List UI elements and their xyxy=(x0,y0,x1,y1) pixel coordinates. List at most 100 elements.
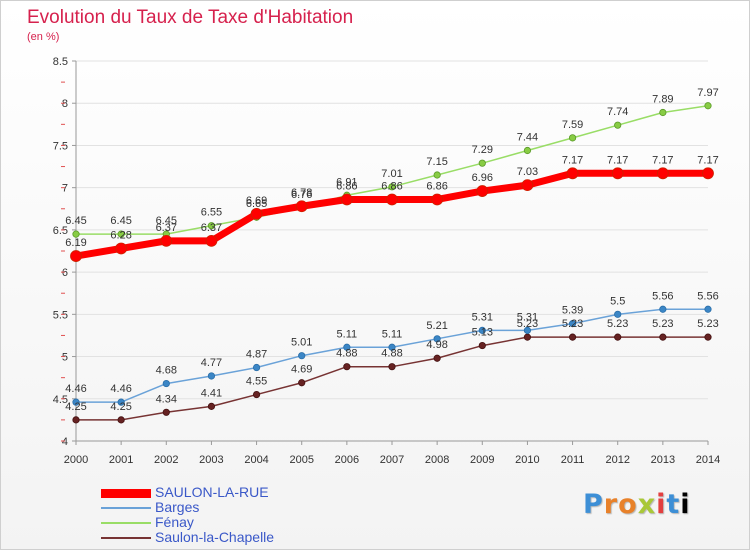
data-point xyxy=(388,183,396,191)
y-tick-label: 8.5 xyxy=(53,56,68,68)
data-point xyxy=(388,363,396,371)
legend-label: Fénay xyxy=(155,514,194,530)
data-label: 5.23 xyxy=(517,318,538,330)
data-label: 4.25 xyxy=(110,401,131,413)
data-label: 7.29 xyxy=(472,144,493,156)
legend-swatch xyxy=(101,537,151,539)
data-label: 6.96 xyxy=(472,172,493,184)
y-tick-label: 5.5 xyxy=(53,309,68,321)
data-label: 5.31 xyxy=(472,311,493,323)
x-tick-label: 2010 xyxy=(515,454,539,466)
data-point xyxy=(478,326,486,334)
legend-swatch xyxy=(101,488,151,498)
data-label: 6.65 xyxy=(246,198,267,210)
data-point xyxy=(117,230,125,238)
legend-label: SAULON-LA-RUE xyxy=(155,484,269,500)
data-point xyxy=(72,398,80,406)
data-label: 6.37 xyxy=(201,222,222,234)
data-label: 5.56 xyxy=(652,290,673,302)
data-label: 6.28 xyxy=(110,229,131,241)
data-label: 7.17 xyxy=(697,154,718,166)
data-label: 7.03 xyxy=(517,166,538,178)
data-label: 4.41 xyxy=(201,387,222,399)
data-point xyxy=(568,134,577,142)
legend-item: Barges xyxy=(101,500,361,515)
legend-item: SAULON-LA-RUE xyxy=(101,485,361,500)
data-point xyxy=(704,333,712,341)
x-tick-label: 2002 xyxy=(154,454,178,466)
data-label: 4.25 xyxy=(65,401,86,413)
data-point xyxy=(568,320,577,328)
data-point xyxy=(478,159,486,167)
data-point xyxy=(614,310,622,318)
data-point xyxy=(70,250,82,262)
legend-item: Saulon-la-Chapelle xyxy=(101,530,361,545)
data-label: 4.87 xyxy=(246,349,267,361)
data-point xyxy=(298,379,306,387)
series-barges xyxy=(72,305,712,406)
data-label: 5.23 xyxy=(652,318,673,330)
data-point xyxy=(250,207,263,220)
data-point xyxy=(117,398,125,406)
data-point xyxy=(611,167,624,180)
data-label: 7.44 xyxy=(517,132,538,144)
proxiti-logo: Proxiti xyxy=(583,489,691,520)
data-point xyxy=(659,333,667,341)
data-label: 4.55 xyxy=(246,376,267,388)
y-tick-label: 6.5 xyxy=(53,225,68,237)
data-point xyxy=(162,408,170,416)
y-tick-label: 8 xyxy=(62,98,68,110)
data-point xyxy=(115,242,128,255)
data-label: 4.88 xyxy=(381,348,402,360)
data-label: 6.86 xyxy=(381,180,402,192)
data-label: 6.86 xyxy=(426,180,447,192)
x-tick-label: 2007 xyxy=(380,454,404,466)
data-label: 6.91 xyxy=(336,176,357,188)
data-label: 6.78 xyxy=(291,187,312,199)
x-tick-label: 2000 xyxy=(64,454,88,466)
data-label: 6.45 xyxy=(110,215,131,227)
data-label: 7.15 xyxy=(426,156,447,168)
data-point xyxy=(433,171,441,179)
data-label: 4.88 xyxy=(336,348,357,360)
legend-swatch xyxy=(101,522,151,524)
x-tick-label: 2012 xyxy=(605,454,629,466)
data-point xyxy=(295,200,308,213)
data-point xyxy=(72,416,80,424)
data-point xyxy=(162,379,170,388)
data-label: 6.37 xyxy=(156,222,177,234)
data-label: 5.23 xyxy=(607,318,628,330)
y-tick-label: 6 xyxy=(62,267,68,279)
data-label: 7.17 xyxy=(562,154,583,166)
data-label: 7.97 xyxy=(697,87,718,99)
chart-unit: (en %) xyxy=(27,31,60,43)
data-label: 7.89 xyxy=(652,94,673,106)
data-point xyxy=(343,343,351,351)
x-tick-label: 2008 xyxy=(425,454,449,466)
data-label: 5.23 xyxy=(697,318,718,330)
data-point xyxy=(343,363,351,371)
data-point xyxy=(160,234,173,247)
data-point xyxy=(568,333,577,341)
data-point xyxy=(431,193,444,206)
data-point xyxy=(659,305,667,313)
x-tick-label: 2006 xyxy=(335,454,359,466)
data-label: 5.11 xyxy=(382,328,403,340)
data-label: 4.34 xyxy=(156,393,177,405)
data-label: 4.68 xyxy=(156,365,177,377)
data-label: 5.5 xyxy=(610,295,625,307)
legend-swatch xyxy=(101,507,151,509)
data-point xyxy=(478,341,486,350)
data-point xyxy=(388,343,396,351)
data-point xyxy=(340,193,353,206)
data-label: 6.45 xyxy=(156,215,177,227)
chart-title: Evolution du Taux de Taxe d'Habitation xyxy=(27,7,354,28)
y-tick-label: 7 xyxy=(62,183,68,195)
y-tick-label: 7.5 xyxy=(53,140,68,152)
data-point xyxy=(476,185,489,197)
data-point xyxy=(386,193,398,206)
data-point xyxy=(433,354,441,362)
x-tick-label: 2014 xyxy=(696,454,720,466)
x-tick-label: 2013 xyxy=(651,454,675,466)
